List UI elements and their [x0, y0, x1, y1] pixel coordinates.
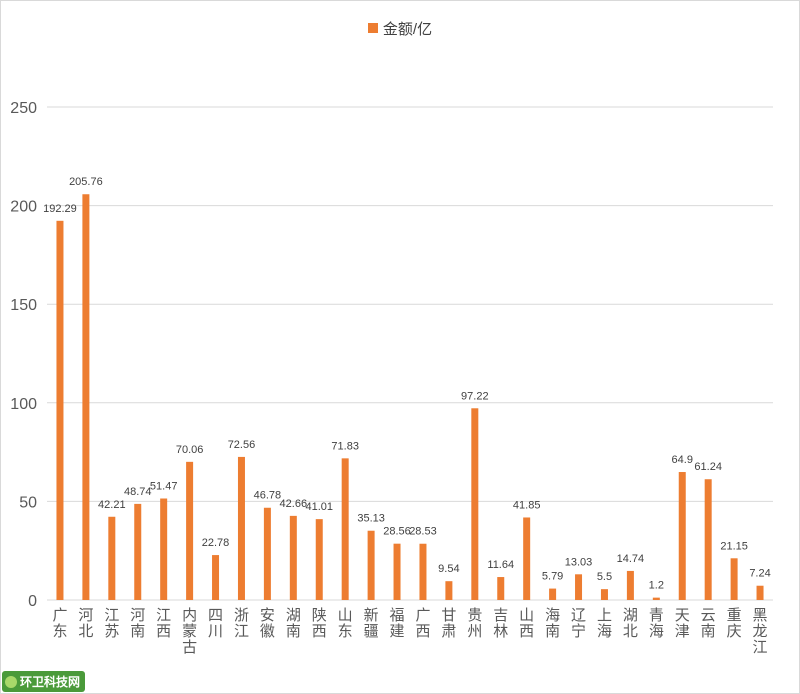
- data-label: 11.64: [487, 559, 514, 571]
- bar: [678, 472, 686, 600]
- bar: [186, 461, 194, 600]
- x-category-label: 天津: [675, 606, 690, 640]
- bar: [82, 194, 90, 601]
- bar: [56, 220, 64, 600]
- x-category-label: 广东: [52, 606, 67, 640]
- bar: [575, 574, 583, 600]
- bar: [419, 543, 427, 600]
- x-category-label: 河北: [78, 606, 93, 640]
- x-category-label: 新疆: [364, 606, 379, 640]
- x-category-label: 湖南: [286, 606, 301, 640]
- data-label: 72.56: [228, 439, 256, 451]
- x-category-label: 云南: [701, 606, 716, 640]
- x-category-label: 山西: [519, 606, 534, 640]
- x-category-label: 吉林: [493, 606, 508, 640]
- bar: [523, 517, 531, 600]
- data-label: 51.47: [150, 481, 178, 493]
- data-label: 14.74: [617, 553, 645, 565]
- bar: [237, 456, 245, 600]
- data-label: 64.9: [672, 454, 693, 466]
- bar: [315, 519, 323, 600]
- bar: [212, 555, 220, 600]
- x-category-label: 黑龙江: [753, 606, 768, 656]
- data-label: 35.13: [357, 513, 385, 525]
- x-category-label: 四川: [208, 606, 223, 640]
- bar: [600, 589, 608, 600]
- bar: [367, 530, 375, 600]
- data-label: 42.21: [98, 499, 126, 511]
- x-category-label: 甘肃: [441, 606, 456, 640]
- x-category-label: 海南: [545, 606, 560, 640]
- bar: [626, 570, 634, 600]
- bar: [652, 597, 660, 600]
- bar: [445, 581, 453, 600]
- x-category-label: 内蒙古: [182, 606, 197, 656]
- x-category-label: 贵州: [467, 606, 482, 640]
- data-label: 61.24: [694, 461, 722, 473]
- x-category-label: 辽宁: [571, 606, 586, 640]
- y-tick-label: 100: [10, 396, 37, 413]
- x-category-label: 浙江: [234, 606, 249, 640]
- bar: [393, 543, 401, 600]
- bar: [730, 558, 738, 600]
- watermark-text: 环卫科技网: [20, 675, 81, 689]
- data-label: 22.78: [202, 537, 230, 549]
- bar: [160, 498, 168, 600]
- bar: [134, 503, 142, 600]
- legend-swatch: [367, 23, 378, 34]
- bar: [704, 479, 712, 600]
- y-tick-label: 50: [19, 494, 37, 511]
- data-label: 42.66: [280, 498, 308, 510]
- y-tick-label: 150: [10, 297, 37, 314]
- x-category-label: 江西: [156, 606, 171, 640]
- data-label: 192.29: [43, 203, 77, 215]
- x-category-label: 上海: [597, 606, 612, 640]
- data-label: 46.78: [254, 490, 282, 502]
- data-label: 41.01: [305, 501, 333, 513]
- data-label: 205.76: [69, 176, 103, 188]
- data-label: 1.2: [649, 580, 664, 592]
- bar: [341, 458, 349, 600]
- x-category-label: 安徽: [260, 606, 275, 640]
- data-label: 7.24: [749, 568, 770, 580]
- bar: [756, 585, 764, 600]
- bar: [497, 577, 505, 600]
- data-label: 70.06: [176, 444, 204, 456]
- y-tick-label: 250: [10, 100, 37, 117]
- bar: [263, 507, 271, 600]
- data-label: 28.53: [409, 526, 437, 538]
- data-label: 71.83: [331, 440, 359, 452]
- x-category-label: 重庆: [727, 606, 742, 640]
- bar: [289, 515, 297, 600]
- legend-label: 金额/亿: [382, 21, 433, 38]
- bar: [549, 588, 557, 600]
- bar: [108, 516, 116, 600]
- x-category-label: 广西: [415, 606, 430, 640]
- x-category-label: 山东: [338, 606, 353, 640]
- data-label: 48.74: [124, 486, 152, 498]
- data-label: 97.22: [461, 390, 489, 402]
- data-label: 21.15: [720, 540, 748, 552]
- x-category-label: 湖北: [623, 606, 638, 640]
- data-label: 13.03: [565, 556, 593, 568]
- x-category-label: 江苏: [104, 606, 119, 640]
- watermark-logo: 环卫科技网: [2, 671, 86, 692]
- data-label: 9.54: [438, 563, 459, 575]
- data-label: 28.56: [383, 526, 411, 538]
- y-tick-label: 200: [10, 199, 37, 216]
- legend: 金额/亿: [0, 18, 800, 39]
- data-label: 41.85: [513, 499, 541, 511]
- data-label: 5.5: [597, 571, 612, 583]
- x-category-label: 福建: [390, 606, 405, 640]
- y-tick-label: 0: [28, 593, 37, 610]
- x-category-label: 青海: [649, 606, 664, 640]
- x-category-label: 河南: [130, 606, 145, 640]
- data-label: 5.79: [542, 571, 563, 583]
- watermark-icon: [5, 675, 17, 688]
- x-category-label: 陕西: [312, 606, 327, 640]
- bar: [471, 408, 479, 600]
